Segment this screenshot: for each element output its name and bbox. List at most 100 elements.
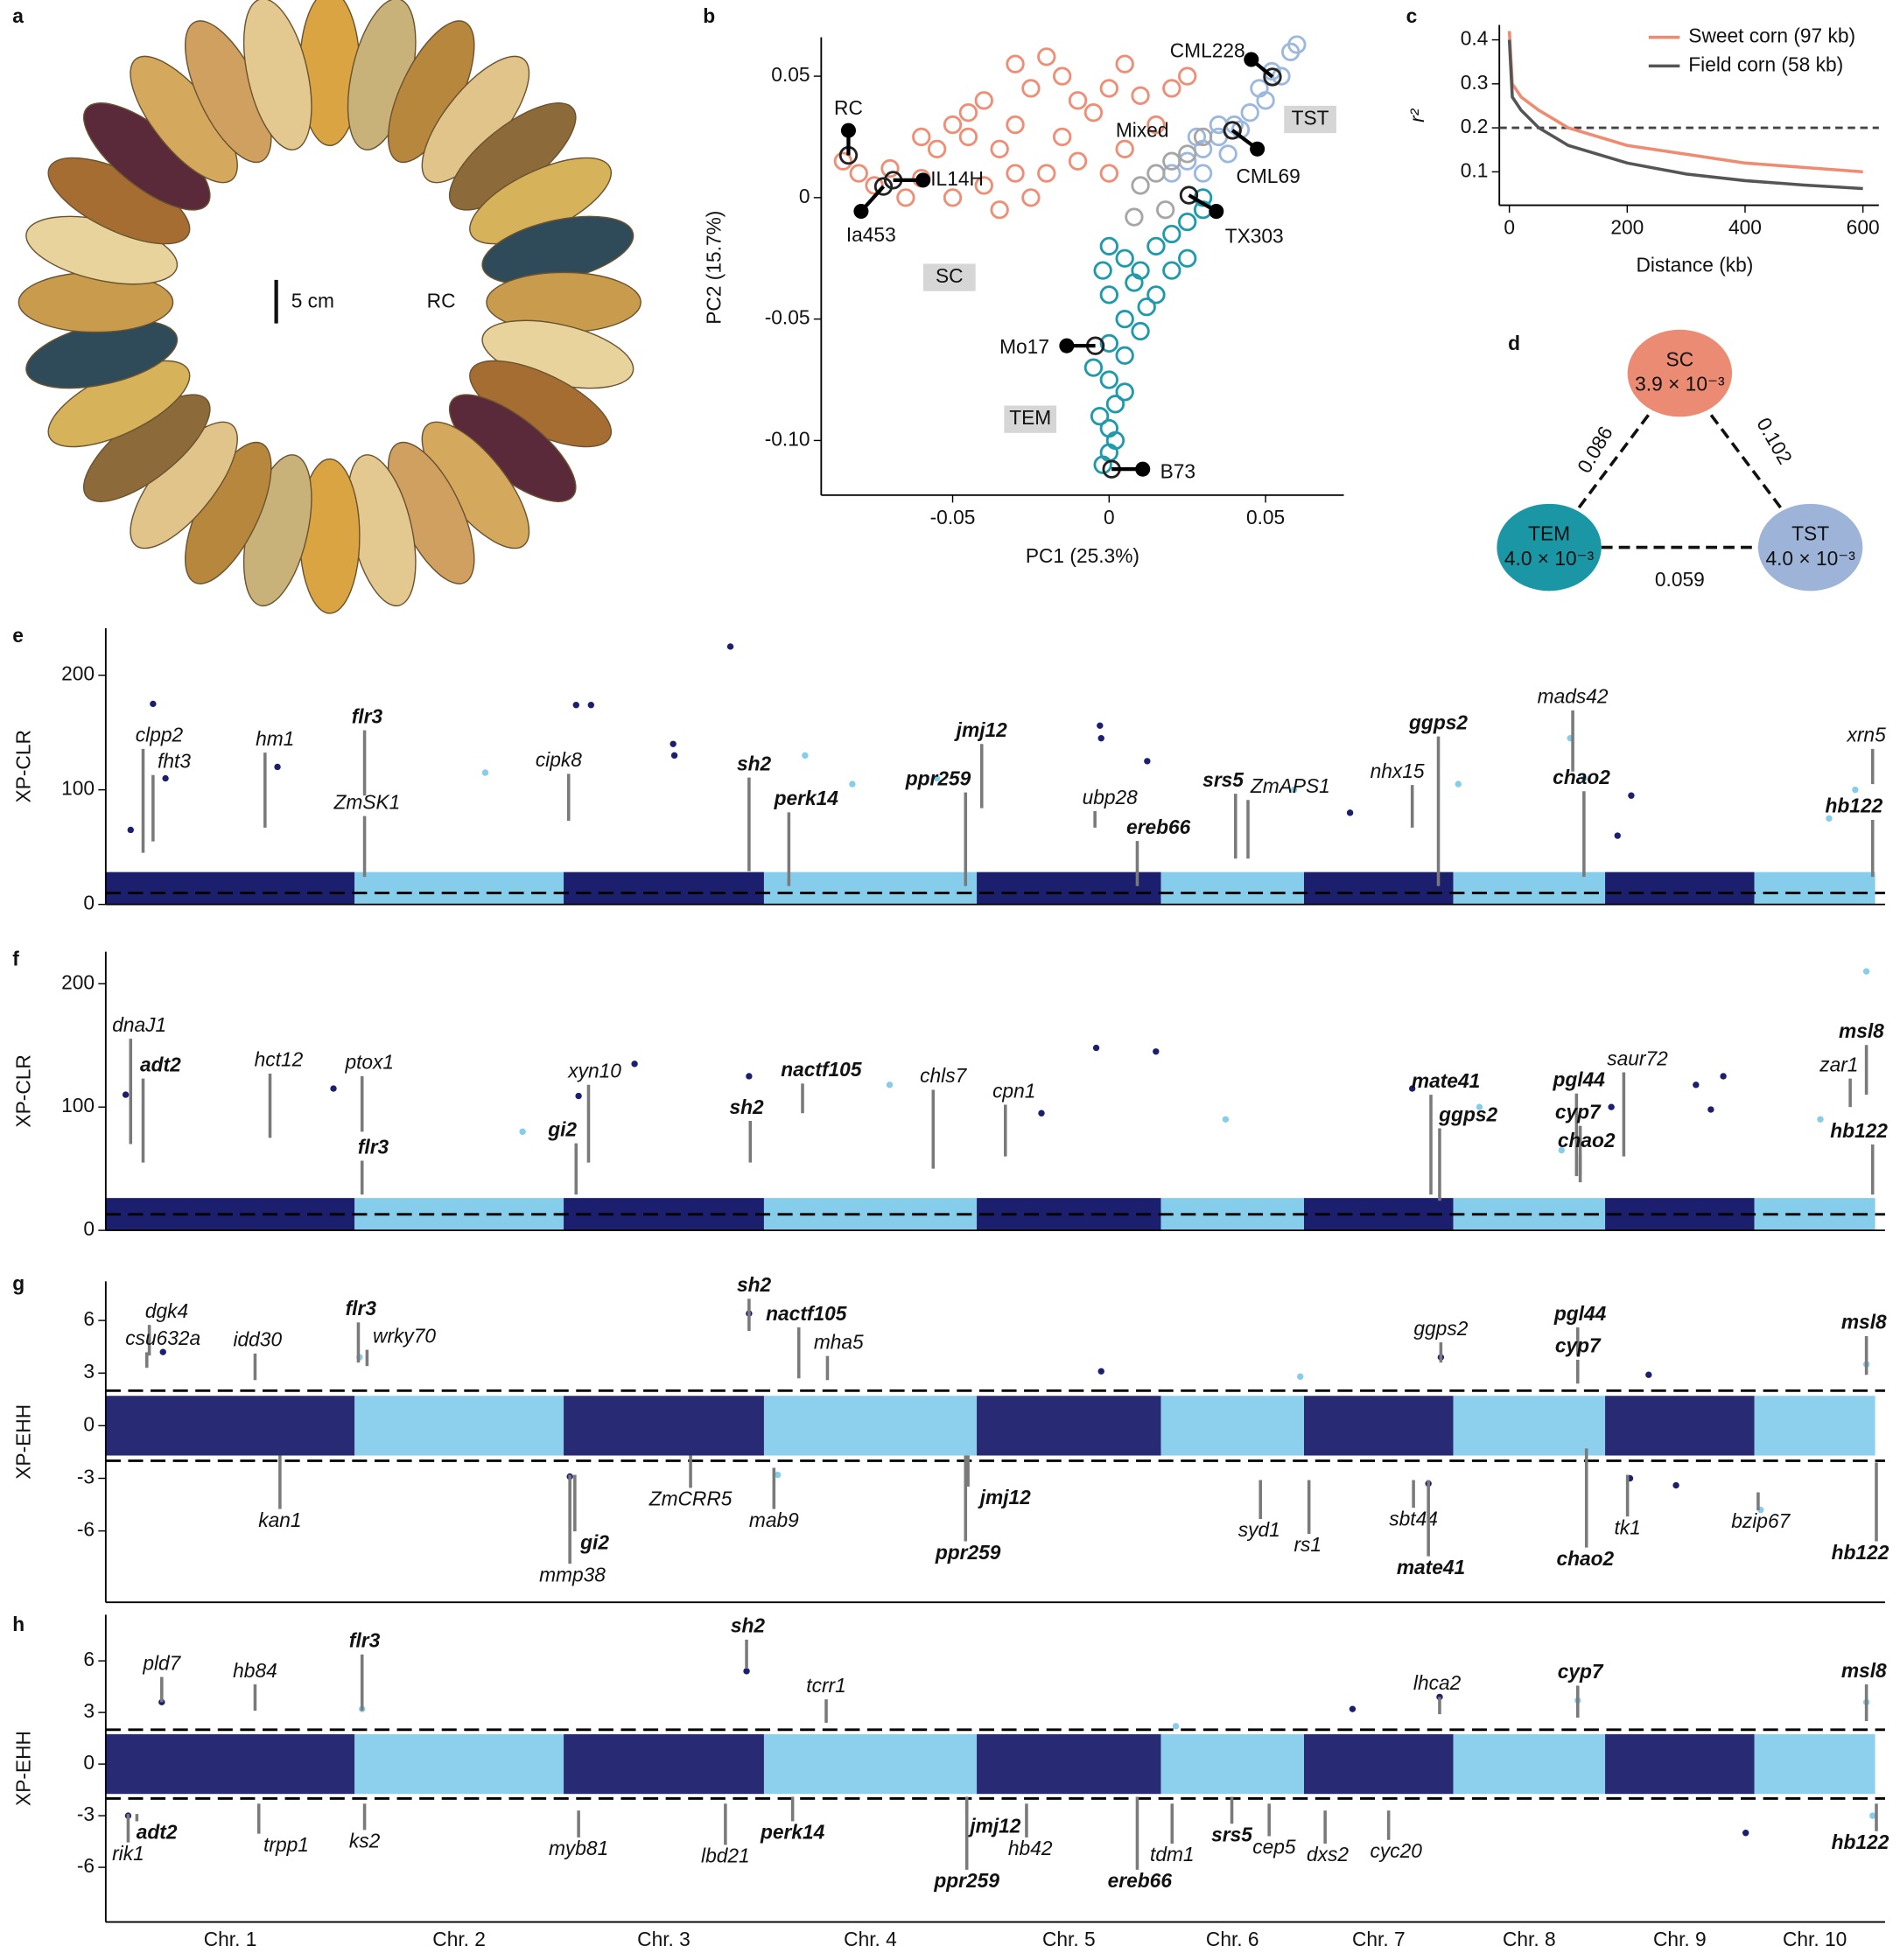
point <box>1178 144 1197 164</box>
point <box>1346 809 1354 816</box>
chromosome-band <box>763 1396 978 1456</box>
gene-label: pld7 <box>142 1651 181 1674</box>
point <box>1144 758 1151 765</box>
point <box>1297 1373 1304 1380</box>
chromosome-label: Chr. 6 <box>1206 1928 1259 1950</box>
y-tick-label: 100 <box>61 777 95 800</box>
gene-label: rs1 <box>1294 1533 1322 1556</box>
gene-label: msl8 <box>1839 1019 1884 1042</box>
y-tick-label: 0.1 <box>1461 158 1489 181</box>
x-tick-label: -0.05 <box>930 506 976 528</box>
y-tick-label: 0 <box>83 1751 95 1774</box>
gene-label: ubp28 <box>1083 786 1139 808</box>
labeled-point <box>1179 186 1199 205</box>
gene-label: gi2 <box>547 1117 577 1140</box>
panel-label: a <box>12 4 24 27</box>
point-label: B73 <box>1160 459 1195 482</box>
point <box>1581 774 1588 782</box>
gene-label: lhca2 <box>1413 1671 1462 1694</box>
point <box>849 164 868 183</box>
y-tick-label: -3 <box>77 1802 95 1825</box>
gene-label: adt2 <box>137 1821 178 1844</box>
x-axis-label: Distance (kb) <box>1636 253 1753 276</box>
y-axis-label: XP-EHH <box>11 1404 34 1480</box>
chromosome-band <box>1453 1396 1606 1456</box>
gene-label: flr3 <box>358 1135 389 1158</box>
labeled-point <box>873 177 894 196</box>
gene-label: sh2 <box>737 1273 772 1296</box>
gene-label: chls7 <box>920 1064 967 1087</box>
point <box>1137 298 1156 317</box>
point <box>1272 66 1291 86</box>
gene-label: chao2 <box>1553 766 1610 788</box>
pin-head <box>1244 52 1259 67</box>
point <box>1131 176 1150 195</box>
gene-label: mads42 <box>1538 685 1609 708</box>
x-axis-label: PC1 (25.3%) <box>1026 544 1139 567</box>
point-label: IL14H <box>930 167 984 190</box>
point <box>1115 139 1134 159</box>
chromosome-label: Chr. 2 <box>432 1928 486 1950</box>
point <box>990 200 1009 220</box>
chromosome-band <box>763 1733 978 1795</box>
y-tick-label: 0.05 <box>771 63 810 86</box>
point <box>481 769 489 776</box>
point <box>1218 144 1237 164</box>
pin-head <box>840 122 856 138</box>
point <box>274 763 281 771</box>
group-label: TEM <box>1009 406 1051 429</box>
point <box>1105 395 1125 414</box>
point <box>927 139 947 159</box>
point <box>1090 406 1110 426</box>
chromosome-band <box>977 872 1161 905</box>
node-value: 3.9 × 10⁻³ <box>1635 373 1725 396</box>
chromosome-band <box>1303 1396 1454 1456</box>
gene-label: hct12 <box>255 1048 304 1071</box>
gene-label: myb81 <box>549 1837 608 1859</box>
point <box>1558 1146 1565 1154</box>
chromosome-band <box>105 872 355 905</box>
edge-label: 0.102 <box>1752 414 1797 468</box>
gene-label: hb122 <box>1832 1541 1889 1564</box>
gene-label: ZmCRR5 <box>649 1488 733 1510</box>
point <box>1707 1106 1714 1113</box>
node <box>1497 503 1602 592</box>
gene-label: dxs2 <box>1307 1843 1349 1866</box>
gene-label: ZmAPS1 <box>1250 774 1330 797</box>
point <box>1083 358 1104 377</box>
point <box>631 1060 638 1068</box>
point <box>670 740 677 747</box>
gene-label: sbt44 <box>1389 1507 1438 1530</box>
gene-label: flr3 <box>352 704 383 727</box>
point <box>1068 91 1088 110</box>
y-tick-label: 200 <box>61 970 95 993</box>
point <box>833 151 853 171</box>
chromosome-band <box>105 1396 355 1456</box>
y-tick-label: 0.3 <box>1461 71 1489 94</box>
gene-label: srs5 <box>1202 768 1244 791</box>
gene-label: ereb66 <box>1126 816 1191 838</box>
chromosome-band <box>977 1733 1161 1795</box>
gene-label: jmj12 <box>978 1486 1031 1508</box>
gene-label: bzip67 <box>1731 1509 1791 1532</box>
chromosome-band <box>564 1396 764 1456</box>
point <box>1068 151 1088 171</box>
gene-label: hm1 <box>256 727 294 750</box>
point-label: CML69 <box>1236 164 1300 187</box>
point <box>1146 115 1166 135</box>
gene-label: tcrr1 <box>806 1674 845 1697</box>
group-box <box>1284 105 1336 134</box>
point <box>1115 309 1134 329</box>
point <box>1092 1044 1100 1052</box>
node-label: TEM <box>1528 522 1570 544</box>
chromosome-band <box>1160 1733 1304 1795</box>
chromosome-band <box>1453 872 1606 905</box>
gene-label: hb42 <box>1008 1837 1053 1859</box>
point <box>1131 321 1150 341</box>
gene-label: mate41 <box>1397 1556 1465 1578</box>
line <box>1507 31 1863 174</box>
y-tick-label: -3 <box>77 1466 95 1488</box>
point <box>1093 455 1112 474</box>
